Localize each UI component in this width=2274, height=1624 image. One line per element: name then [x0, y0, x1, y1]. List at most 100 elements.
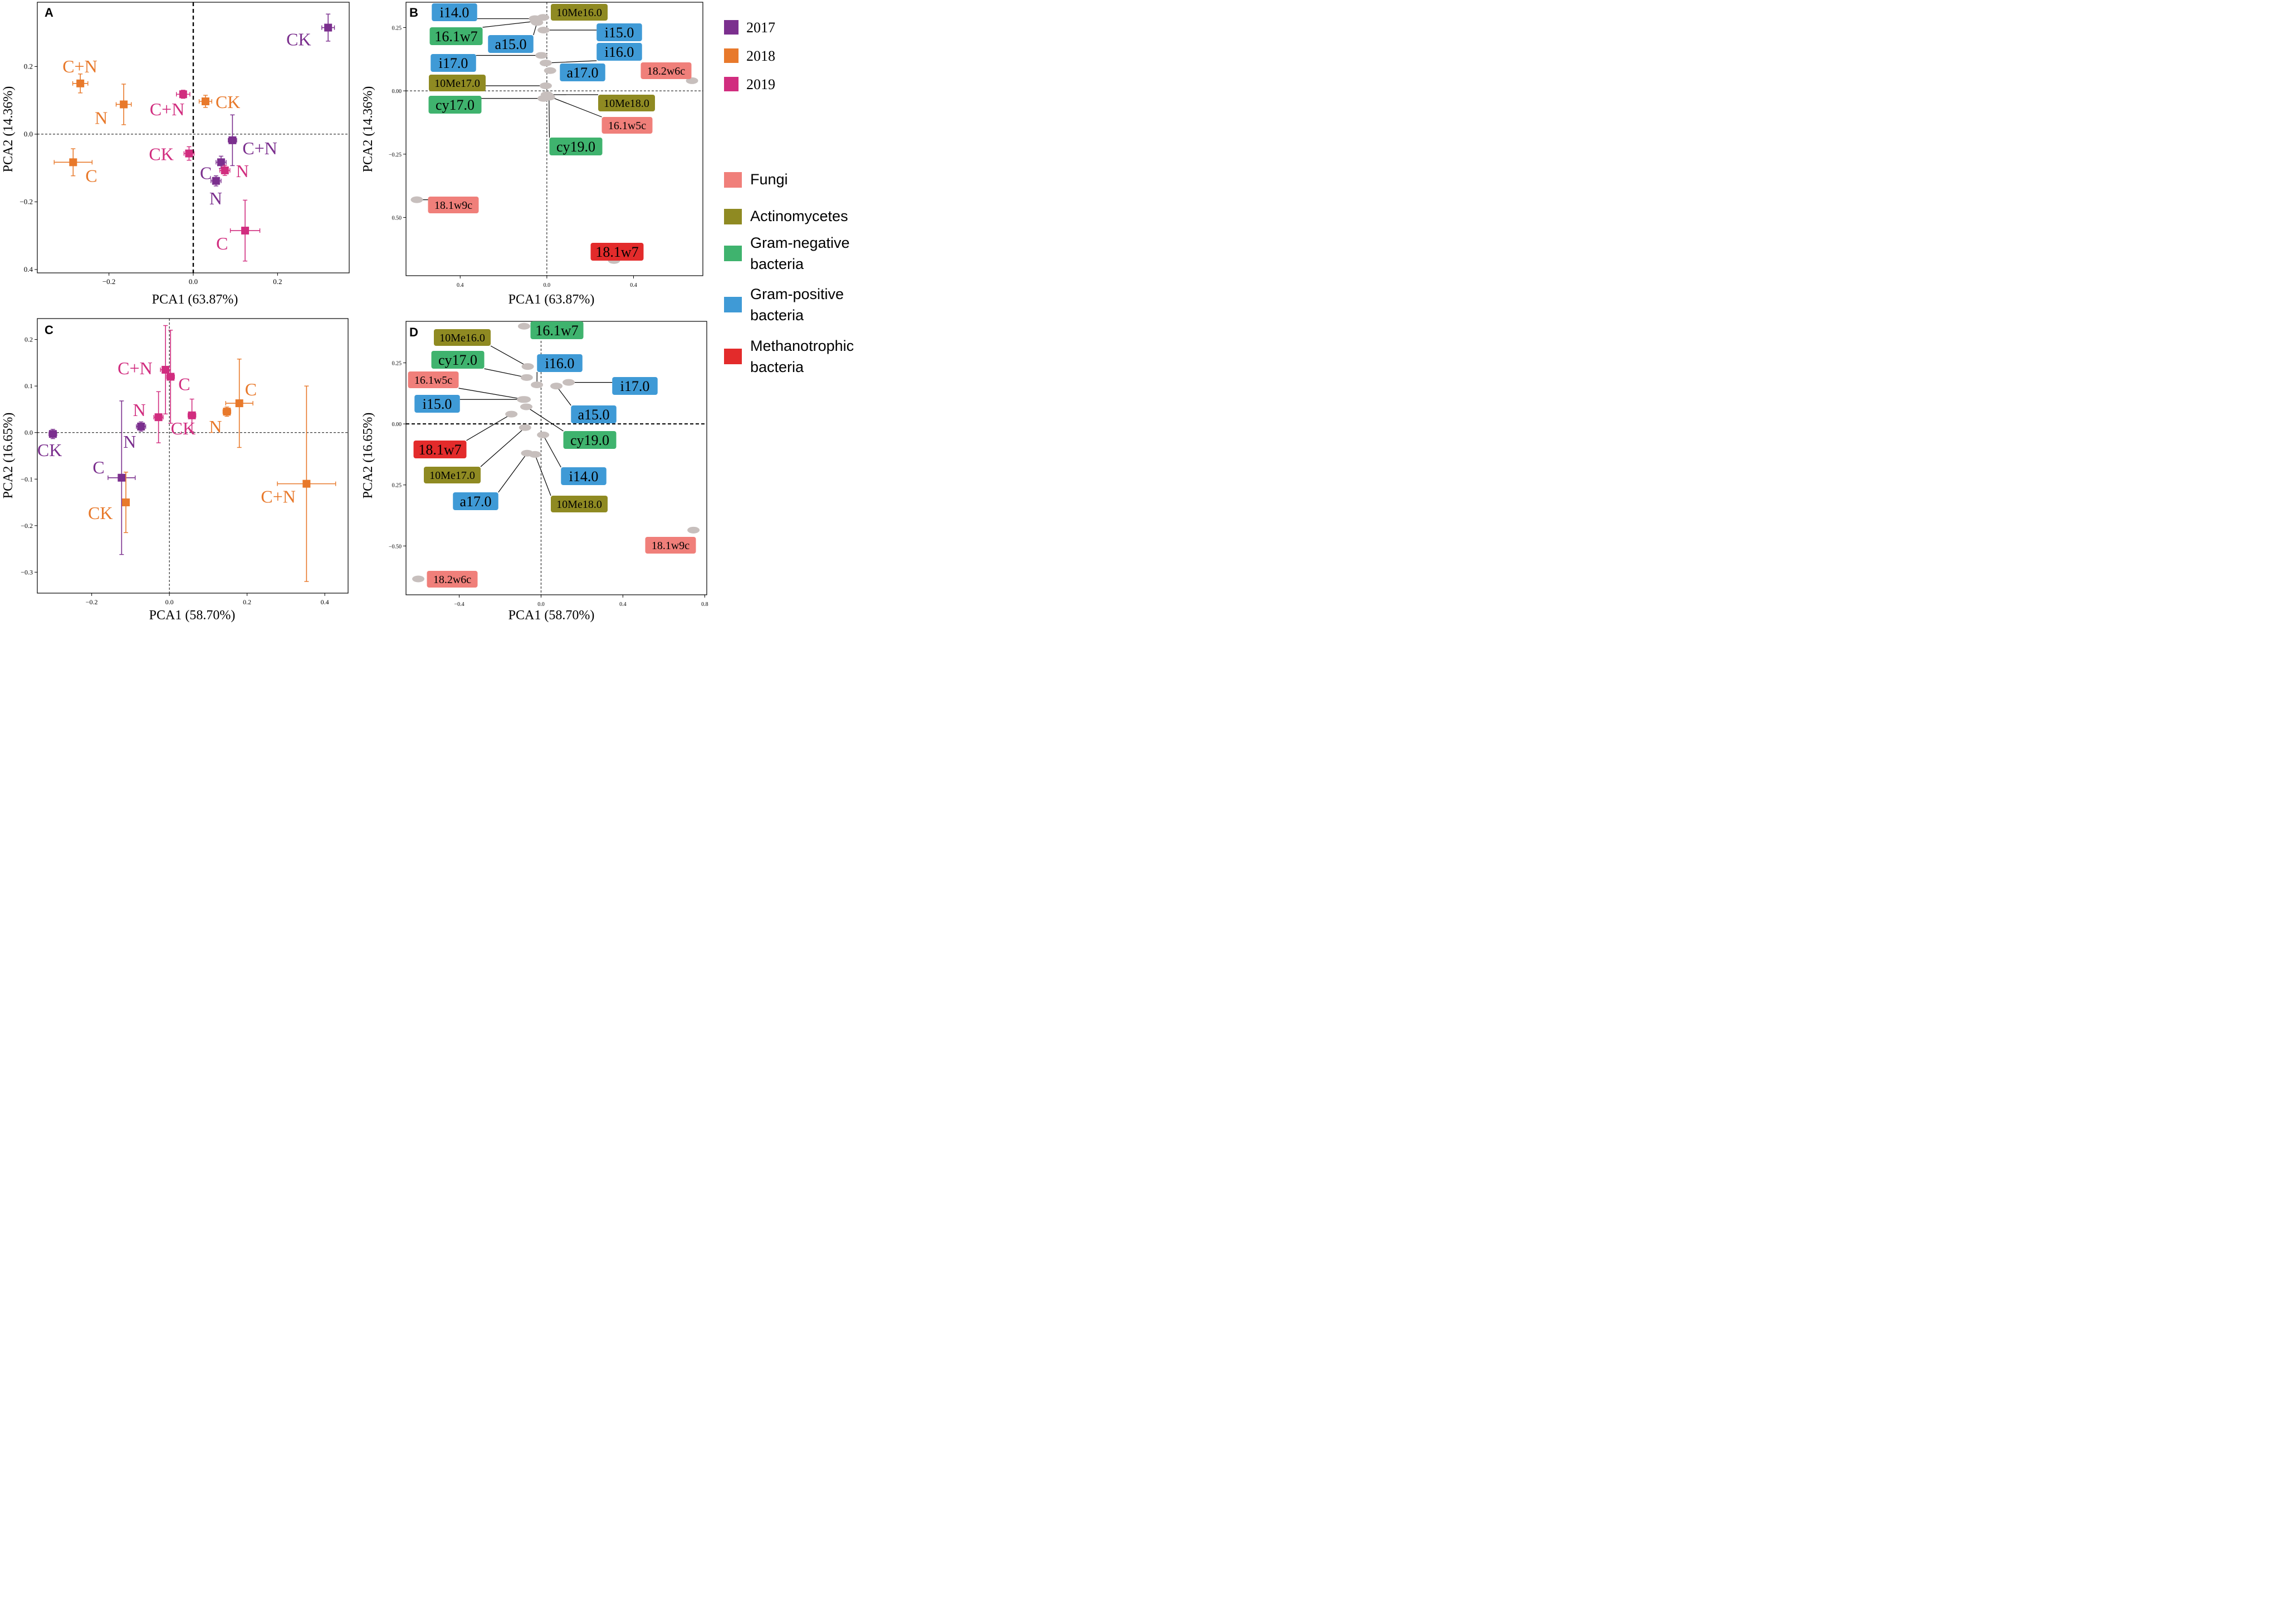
legend-swatch-grampos [724, 297, 742, 312]
loading-10Me17.0: 10Me17.0 [429, 75, 552, 91]
legend: 2017 2018 2019 Fungi Actinomycetes Gram-negat… [724, 19, 854, 375]
x-tick-label: 0.4 [619, 601, 627, 608]
y-tick-label: 0.25 [392, 25, 402, 31]
y-tick-label: 0.25 [392, 483, 402, 489]
loading-label: 16.1w7 [535, 322, 578, 339]
loading-dot [505, 410, 518, 418]
x-tick-label: −0.4 [454, 601, 464, 608]
data-point-2017-C: C [92, 400, 136, 555]
data-point-2018-N: N [209, 407, 232, 437]
loading-a15.0: a15.0 [550, 383, 617, 423]
y-tick-label: 0.4 [24, 265, 33, 273]
loading-dot [535, 52, 548, 59]
loading-18.1w9c: 18.1w9c [410, 196, 479, 213]
data-point-2019-C+N: C+N [118, 325, 171, 414]
panel-letter: A [45, 6, 53, 19]
loading-label: i15.0 [605, 25, 634, 41]
legend-swatch-2018 [724, 48, 739, 63]
y-tick-label: −0.25 [389, 152, 402, 158]
loading-label: a17.0 [459, 493, 491, 510]
loading-i15.0: i15.0 [537, 23, 642, 41]
loading-label-box [537, 354, 583, 372]
treatment-label: C+N [118, 358, 152, 378]
data-point-2019-CK: CK [171, 398, 197, 438]
loading-dot [544, 67, 556, 74]
loading-label-box [645, 537, 696, 554]
treatment-label: N [133, 400, 146, 420]
loading-label: 10Me18.0 [604, 97, 649, 110]
point-marker [154, 413, 163, 422]
panel-A: −0.2 0.0 0.2 0.2 0.0 −0.2 0.4 PCA1 (63.87%) PCA2… [1, 2, 350, 307]
legend-group-label: bacteria [750, 256, 804, 272]
legend-swatch-2019 [724, 77, 739, 91]
y-tick-label: −0.3 [21, 568, 33, 576]
x-tick-label: 0.8 [701, 601, 708, 608]
loading-label: i14.0 [440, 4, 470, 21]
point-marker [212, 177, 220, 185]
data-point-2018-CK: CK [198, 92, 240, 112]
loading-label-box [427, 571, 478, 588]
data-point-2019-CK: CK [149, 144, 195, 164]
treatment-label: C+N [62, 56, 97, 76]
legend-group-label: Fungi [750, 171, 788, 188]
loading-i15.0: i15.0 [414, 395, 530, 413]
x-axis-label: PCA1 (58.70%) [149, 608, 236, 623]
x-tick-label: −0.2 [86, 598, 98, 606]
treatment-label: CK [171, 418, 195, 438]
treatment-label: N [95, 107, 107, 128]
loading-18.1w9c: 18.1w9c [645, 526, 700, 554]
loading-dot [687, 526, 700, 534]
legend-swatch-actino [724, 209, 742, 224]
y-tick-label: −0.50 [389, 544, 402, 550]
loading-10Me16.0: 10Me16.0 [434, 329, 534, 370]
loading-label-box [428, 197, 479, 213]
y-tick-label: 0.50 [392, 215, 402, 221]
data-point-2018-C: C [225, 358, 257, 448]
y-tick-label: −0.2 [21, 522, 33, 530]
point-marker [188, 411, 196, 419]
treatment-label: N [236, 161, 249, 181]
x-tick-label: 0.0 [537, 601, 545, 608]
legend-swatch-fungi [724, 172, 742, 188]
data-point-2017-C: C [200, 155, 227, 183]
data-point-2018-C+N: C+N [62, 56, 97, 94]
loading-label-box [428, 96, 482, 114]
loading-i16.0: i16.0 [539, 43, 642, 67]
loading-label-box [590, 243, 644, 261]
treatment-label: N [209, 417, 222, 437]
loading-label-box [414, 395, 460, 413]
y-tick-label: 0.2 [25, 336, 33, 344]
x-tick-label: −0.2 [102, 277, 116, 286]
point-marker [324, 23, 332, 32]
loading-a15.0: a15.0 [488, 19, 544, 53]
loading-label: cy17.0 [438, 352, 477, 368]
loading-dot [542, 94, 555, 101]
leader-line [490, 345, 528, 367]
loading-dot [521, 363, 534, 370]
loading-label-box [598, 95, 655, 111]
data-point-2017-CK: CK [286, 13, 335, 50]
loading-dot [563, 379, 575, 386]
treatment-label: CK [216, 92, 240, 112]
loading-label: a15.0 [495, 36, 526, 52]
y-axis-label: PCA2 (16.65%) [361, 413, 375, 499]
loading-dot [537, 431, 550, 438]
loading-label-box [549, 138, 603, 155]
leader-line [466, 414, 512, 441]
data-point-2018-C+N: C+N [261, 385, 336, 582]
y-tick-label: 0.25 [392, 361, 402, 367]
loading-label-box [413, 441, 467, 458]
leader-line [534, 454, 551, 496]
legend-swatch-gramneg [724, 246, 742, 261]
data-point-2019-C+N: C+N [150, 90, 190, 119]
point-marker [69, 158, 77, 167]
loading-label-box [431, 351, 485, 369]
loading-label-box [530, 321, 584, 339]
plot-frame [405, 2, 703, 276]
loading-18.2w6c: 18.2w6c [412, 571, 478, 588]
point-marker [235, 399, 243, 408]
legend-swatch-methano [724, 349, 742, 364]
x-tick-label: 0.0 [189, 277, 198, 286]
figure-canvas: −0.2 0.0 0.2 0.2 0.0 −0.2 0.4 PCA1 (63.87%) PCA2… [1, 2, 854, 623]
loading-label-box [429, 27, 483, 45]
